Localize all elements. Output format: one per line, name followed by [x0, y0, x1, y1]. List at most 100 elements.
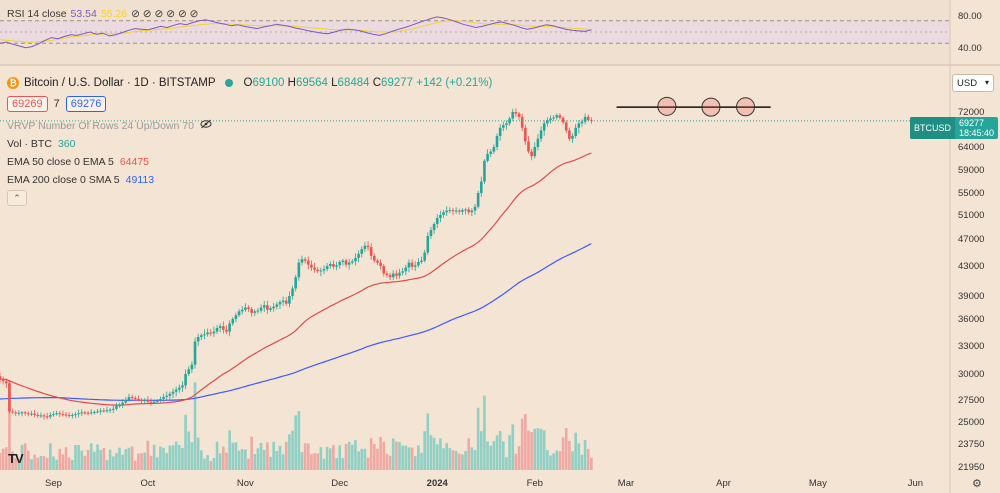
volume-bar [86, 449, 90, 470]
symbol-legend[interactable]: ₿ Bitcoin / U.S. Dollar · 1D · BITSTAMP … [7, 77, 492, 89]
candle-body [4, 381, 8, 384]
volume-bar [174, 441, 178, 470]
volume-bar [410, 447, 414, 470]
price-axis-label: 23750 [958, 439, 984, 450]
volume-bar [306, 443, 310, 470]
volume-bar [413, 456, 417, 470]
volume-bar [67, 457, 71, 470]
volume-bar [344, 443, 348, 470]
volume-bar [61, 454, 65, 470]
candle-body [45, 416, 49, 418]
candle-body [297, 262, 301, 278]
volume-bar [266, 442, 269, 470]
volume-bar [586, 448, 590, 470]
candle-body [33, 413, 36, 415]
candle-body [256, 310, 260, 312]
rsi-line [0, 16, 592, 49]
time-axis[interactable]: Sep Oct Nov Dec 2024 Feb Mar Apr May Jun [45, 478, 923, 489]
price-tag-values: 69277 18:45:40 [955, 117, 998, 139]
candle-body [306, 260, 310, 265]
volume-bar [303, 443, 307, 470]
volume-bar [546, 450, 549, 470]
volume-bar [247, 458, 250, 470]
candle-body [536, 138, 540, 147]
price-tag-price: 69277 [959, 118, 985, 128]
price-axis[interactable]: 7200068000640005900055000510004700043000… [958, 107, 984, 473]
candle-body [67, 414, 71, 416]
volume-bar [190, 442, 194, 470]
candle-body [492, 147, 496, 152]
volume-bar [102, 448, 106, 470]
volume-bar [8, 380, 11, 470]
candle-body [266, 305, 269, 310]
candle-body [328, 263, 332, 266]
volume-bar [520, 418, 524, 470]
candle-body [250, 309, 253, 313]
volume-bar [502, 441, 505, 470]
candle-body [143, 400, 147, 401]
candle-body [347, 262, 351, 265]
candle-body [423, 252, 426, 261]
buy-button[interactable]: 69276 [65, 96, 107, 112]
volume-bar [124, 449, 128, 470]
candle-body [269, 308, 272, 310]
candle-body [61, 414, 65, 416]
volume-bar [89, 443, 93, 470]
candle-body [404, 267, 408, 272]
sell-button[interactable]: 69269 [7, 96, 48, 112]
rsi-legend[interactable]: RSI 14 close 53.54 55.26 ⊘ ⊘ ⊘ ⊘ ⊘ ⊘ [7, 8, 198, 20]
volume-bar [1, 448, 5, 470]
candle-body [332, 263, 335, 267]
volume-bar [155, 457, 159, 470]
tradingview-logo-icon[interactable]: TV [8, 451, 24, 466]
candle-body [366, 245, 370, 248]
volume-bar [564, 428, 568, 470]
candle-body [121, 402, 124, 405]
volume-bar [347, 442, 351, 470]
candle-body [564, 122, 568, 131]
eye-hidden-icon[interactable] [200, 119, 212, 132]
volume-bar [486, 441, 489, 470]
volume-bar [479, 431, 483, 470]
volume-bar [33, 454, 36, 470]
candles [0, 108, 593, 420]
currency-select[interactable]: USD ▾ [952, 74, 994, 92]
candle-body [27, 413, 30, 415]
volume-bar [281, 454, 285, 470]
volume-indicator[interactable]: Vol · BTC 360 [7, 138, 75, 150]
volume-bar [49, 443, 52, 470]
volume-bar [162, 447, 165, 470]
candle-body [552, 117, 555, 119]
vrvp-indicator[interactable]: VRVP Number Of Rows 24 Up/Down 70 [7, 119, 212, 132]
volume-bar [206, 455, 209, 470]
volume-bar [27, 450, 30, 470]
candle-body [228, 323, 231, 332]
volume-bar [508, 435, 511, 470]
ema50-indicator[interactable]: EMA 50 close 0 EMA 5 64475 [7, 156, 149, 168]
volume-bar [360, 448, 364, 470]
candle-body [42, 415, 46, 417]
volume-bar [291, 430, 294, 470]
candle-body [89, 412, 93, 414]
candle-body [272, 306, 275, 309]
market-status-icon[interactable] [224, 79, 233, 87]
ema200-indicator[interactable]: EMA 200 close 0 SMA 5 49113 [7, 174, 154, 186]
candle-body [479, 181, 483, 193]
settings-gear-icon[interactable]: ⚙ [972, 478, 982, 490]
ema200-value: 49113 [125, 174, 155, 186]
price-axis-label: 72000 [958, 107, 984, 118]
candle-body [190, 364, 194, 370]
ema50-line [0, 152, 592, 406]
time-axis-label: Feb [527, 478, 543, 489]
price-axis-label: 25000 [958, 417, 984, 428]
price-axis-label: 33000 [958, 341, 984, 352]
candle-body [417, 261, 420, 266]
volume-bar [590, 457, 593, 470]
last-price-tag: BTCUSD 69277 18:45:40 [910, 117, 999, 139]
candle-body [442, 212, 445, 215]
volume-label: Vol · BTC [7, 138, 52, 150]
candle-body [14, 412, 18, 414]
collapse-legend-button[interactable]: ⌃ [7, 190, 27, 206]
candle-body [118, 404, 121, 407]
